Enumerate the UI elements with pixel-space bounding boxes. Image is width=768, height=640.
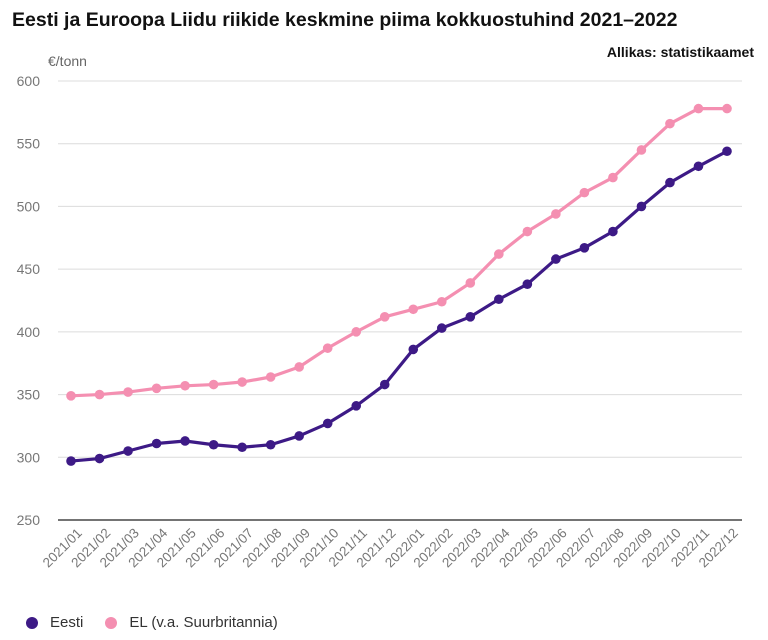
- data-point-eesti: [265, 439, 276, 450]
- series-line-el: [69, 106, 729, 398]
- legend-item-eesti[interactable]: Eesti: [26, 614, 83, 631]
- data-point-eesti: [66, 456, 76, 466]
- data-point-eesti: [322, 418, 333, 429]
- source-label: Allikas: statistikaamet: [606, 44, 754, 60]
- data-point-el: [180, 380, 190, 391]
- data-point-el: [494, 249, 504, 259]
- legend: Eesti EL (v.a. Suurbritannia): [26, 614, 300, 631]
- data-point-eesti: [294, 431, 304, 441]
- data-point-eesti: [180, 436, 190, 446]
- legend-label-eesti: Eesti: [50, 614, 84, 631]
- data-point-el: [436, 296, 447, 307]
- data-point-el: [608, 172, 618, 183]
- chart-title: Eesti ja Euroopa Liidu riikide keskmine …: [12, 9, 678, 31]
- data-point-eesti: [665, 177, 675, 188]
- y-tick-label-400: 400: [17, 324, 41, 340]
- data-point-eesti: [693, 161, 704, 172]
- data-point-el: [322, 343, 333, 353]
- data-point-el: [408, 304, 419, 315]
- data-point-el: [94, 389, 105, 400]
- legend-marker-eesti: [26, 616, 38, 629]
- data-point-el: [294, 362, 304, 372]
- y-tick-label-500: 500: [17, 198, 41, 214]
- legend-item-el[interactable]: EL (v.a. Suurbritannia): [105, 614, 278, 631]
- data-point-el: [379, 312, 390, 322]
- data-point-eesti: [608, 226, 618, 237]
- data-point-eesti: [237, 442, 247, 453]
- data-point-eesti: [522, 279, 533, 289]
- data-point-el: [265, 372, 276, 382]
- y-tick-label-550: 550: [17, 136, 41, 152]
- data-point-el: [465, 278, 476, 288]
- data-point-eesti: [123, 446, 133, 456]
- data-point-eesti: [722, 146, 732, 157]
- y-axis-label: €/tonn: [48, 53, 87, 69]
- data-point-el: [693, 103, 704, 114]
- data-point-el: [66, 391, 76, 401]
- data-point-el: [208, 379, 219, 390]
- data-point-eesti: [408, 344, 419, 355]
- data-point-el: [522, 226, 533, 237]
- y-tick-label-350: 350: [17, 387, 41, 403]
- series-line-eesti: [69, 149, 729, 463]
- data-point-eesti: [151, 438, 162, 449]
- data-point-eesti: [465, 312, 476, 322]
- data-point-eesti: [579, 243, 590, 253]
- data-point-eesti: [208, 439, 219, 450]
- data-point-el: [237, 377, 247, 387]
- data-point-eesti: [436, 323, 447, 333]
- y-tick-label-450: 450: [17, 261, 41, 277]
- legend-label-el: EL (v.a. Suurbritannia): [129, 614, 278, 631]
- data-point-el: [636, 145, 647, 155]
- y-tick-label-300: 300: [17, 449, 41, 465]
- data-point-el: [351, 327, 362, 337]
- data-point-eesti: [551, 254, 561, 264]
- data-point-eesti: [351, 401, 362, 411]
- y-tick-label-250: 250: [17, 512, 41, 528]
- data-point-eesti: [494, 294, 504, 305]
- data-point-el: [722, 103, 732, 114]
- y-tick-label-600: 600: [17, 73, 41, 89]
- data-point-eesti: [94, 453, 105, 464]
- data-point-eesti: [636, 201, 647, 212]
- data-point-el: [579, 187, 590, 198]
- legend-marker-el: [105, 616, 118, 629]
- data-point-el: [551, 209, 561, 219]
- data-point-el: [665, 118, 675, 129]
- data-point-el: [151, 383, 162, 394]
- data-point-el: [123, 387, 133, 397]
- data-point-eesti: [379, 379, 390, 390]
